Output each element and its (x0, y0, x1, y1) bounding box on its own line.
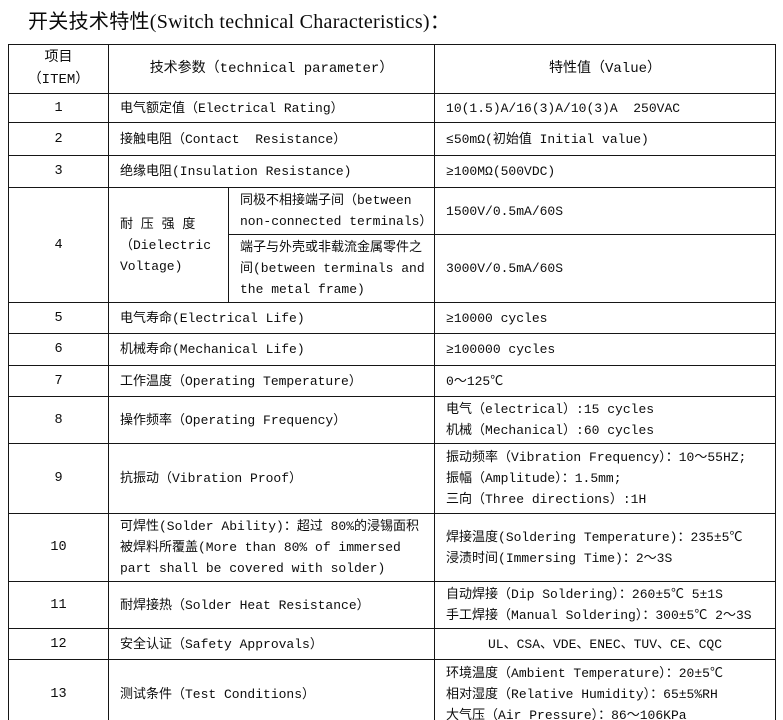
param-cell: 抗振动（Vibration Proof） (107, 443, 436, 514)
value-cell: 焊接温度(Soldering Temperature)：235±5℃ 浸渍时间(… (434, 513, 777, 582)
param-cell: 耐焊接热（Solder Heat Resistance） (107, 581, 436, 629)
item-number: 8 (8, 396, 109, 444)
item-number: 13 (8, 659, 109, 720)
item-number: 2 (8, 122, 109, 156)
header-item: 项目 （ITEM） (8, 44, 109, 94)
param-cell: 测试条件（Test Conditions） (107, 659, 436, 720)
value-cell: 电气（electrical）:15 cycles 机械（Mechanical）:… (434, 396, 777, 444)
value-cell: 自动焊接（Dip Soldering）：260±5℃ 5±1S 手工焊接（Man… (434, 581, 777, 629)
param-cell: 机械寿命(Mechanical Life) (107, 333, 436, 366)
sub-param-cell: 端子与外壳或非载流金属零件之间(between terminals and th… (227, 234, 436, 303)
value-cell: 3000V/0.5mA/60S (434, 234, 777, 303)
param-cell: 接触电阻（Contact Resistance） (107, 122, 436, 156)
value-cell: 0～125℃ (434, 365, 777, 397)
item-number: 11 (8, 581, 109, 629)
param-cell: 绝缘电阻(Insulation Resistance) (107, 155, 436, 188)
table-row-5: 5 电气寿命(Electrical Life) ≥10000 cycles (8, 302, 777, 334)
value-cell: ≤50mΩ(初始值 Initial value) (434, 122, 777, 156)
param-cell: 电气寿命(Electrical Life) (107, 302, 436, 334)
item-number: 10 (8, 513, 109, 582)
sub-param-cell: 同极不相接端子间（between non-connected terminals… (227, 187, 436, 235)
param-cell: 操作频率（Operating Frequency） (107, 396, 436, 444)
table-row-12: 12 安全认证（Safety Approvals） UL、CSA、VDE、ENE… (8, 628, 777, 660)
value-cell: 1500V/0.5mA/60S (434, 187, 777, 235)
table-row-9: 9 抗振动（Vibration Proof） 振动频率（Vibration Fr… (8, 443, 777, 514)
table-row-8: 8 操作频率（Operating Frequency） 电气（electrica… (8, 396, 777, 444)
param-cell: 工作温度（Operating Temperature） (107, 365, 436, 397)
table-row-6: 6 机械寿命(Mechanical Life) ≥100000 cycles (8, 333, 777, 366)
table-row-3: 3 绝缘电阻(Insulation Resistance) ≥100MΩ(500… (8, 155, 777, 188)
value-cell: UL、CSA、VDE、ENEC、TUV、CE、CQC (434, 628, 777, 660)
table-row-4a: 4 耐 压 强 度 （Dielectric Voltage) 同极不相接端子间（… (8, 187, 777, 303)
page-title: 开关技术特性(Switch technical Characteristics)… (28, 11, 451, 33)
table-row-7: 7 工作温度（Operating Temperature） 0～125℃ (8, 365, 777, 397)
table-row-4b: 端子与外壳或非载流金属零件之间(between terminals and th… (9, 234, 777, 303)
value-cell: ≥100MΩ(500VDC) (434, 155, 777, 188)
table-row-2: 2 接触电阻（Contact Resistance） ≤50mΩ(初始值 Ini… (8, 122, 777, 156)
item-number: 12 (8, 628, 109, 660)
document-page: 开关技术特性(Switch technical Characteristics)… (0, 9, 783, 720)
param-cell: 安全认证（Safety Approvals） (107, 628, 436, 660)
table-row-11: 11 耐焊接热（Solder Heat Resistance） 自动焊接（Dip… (8, 581, 777, 629)
header-value: 特性值（Value） (434, 44, 777, 94)
header-param: 技术参数（technical parameter） (107, 44, 436, 94)
param-cell: 电气额定值（Electrical Rating） (107, 93, 436, 123)
item-number: 6 (8, 333, 109, 366)
item-number: 1 (8, 93, 109, 123)
value-cell: ≥10000 cycles (434, 302, 777, 334)
item-number: 7 (8, 365, 109, 397)
value-cell: 10(1.5)A/16(3)A/10(3)A 250VAC (434, 93, 777, 123)
header-row: 项目 （ITEM） 技术参数（technical parameter） 特性值（… (8, 44, 777, 94)
item-number: 5 (8, 302, 109, 334)
item-number: 3 (8, 155, 109, 188)
table-row-1: 1 电气额定值（Electrical Rating） 10(1.5)A/16(3… (8, 93, 777, 123)
value-cell: ≥100000 cycles (434, 333, 777, 366)
spec-table: 项目 （ITEM） 技术参数（technical parameter） 特性值（… (8, 44, 777, 720)
item-number: 9 (8, 443, 109, 514)
value-cell: 振动频率（Vibration Frequency）：10～55HZ; 振幅（Am… (434, 443, 777, 514)
param-group-label: 耐 压 强 度 （Dielectric Voltage) (108, 187, 229, 303)
param-cell: 可焊性(Solder Ability)：超过 80%的浸锡面积被焊料所覆盖(Mo… (107, 513, 436, 582)
value-cell: 环境温度（Ambient Temperature）：20±5℃ 相对湿度（Rel… (434, 659, 777, 720)
table-row-10: 10 可焊性(Solder Ability)：超过 80%的浸锡面积被焊料所覆盖… (8, 513, 777, 582)
item-number: 4 (8, 187, 109, 303)
table-row-13: 13 测试条件（Test Conditions） 环境温度（Ambient Te… (8, 659, 777, 720)
